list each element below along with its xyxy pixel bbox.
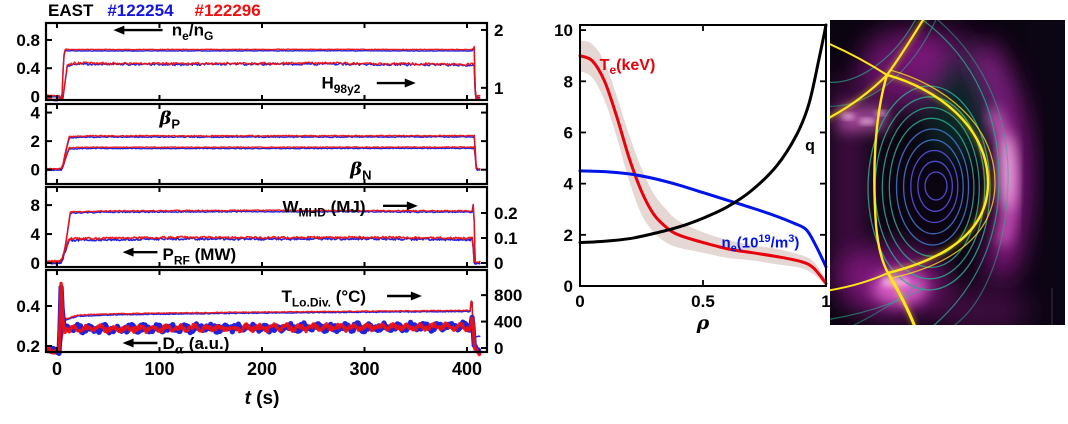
series-beta_N-blue [46,147,481,172]
profiles-chart: 0 2 4 6 8 10 0 0.5 1 Te(keV) q ne(1019/m3) ρ [554,21,831,334]
flux-surface [910,149,959,224]
device-label: EAST [48,1,94,20]
scrape-off-layer-lines [830,20,1009,325]
svg-text:H98y2: H98y2 [321,74,360,96]
svg-text:ne(1019/m3): ne(1019/m3) [721,233,799,255]
series-T_lower_divertor-blue [46,301,481,352]
svg-text:1: 1 [821,292,830,311]
panel-beta: 0 2 4 βP βN [31,102,489,186]
dark-column [1026,20,1065,325]
series-ne_over_nG-red [46,45,481,98]
svg-text:0: 0 [52,359,62,379]
flux-surface [881,106,980,269]
svg-text:ne/nG: ne/nG [172,21,214,43]
svg-text:0.4: 0.4 [16,297,40,316]
series-beta_P-red [46,134,481,170]
svg-text:Te(keV): Te(keV) [600,57,656,77]
svg-text:q: q [805,137,815,154]
shot-number-red: #122296 [194,1,261,20]
svg-text:t (s): t (s) [245,388,280,409]
separatrix [830,20,996,325]
svg-text:1: 1 [494,79,503,98]
svg-text:0.2: 0.2 [16,337,40,356]
series-Te_keV [578,54,828,285]
svg-text:0: 0 [494,339,503,358]
svg-text:8: 8 [564,72,573,91]
panel-density-confinement: 0 0.4 0.8 1 2 ne/nG H98y2 [16,21,503,107]
flux-surface [902,139,964,235]
flux-surface [895,128,970,246]
svg-text:0: 0 [564,277,573,296]
series-H98y2-blue [46,62,481,102]
svg-text:0: 0 [494,254,503,273]
svg-text:400: 400 [494,313,522,332]
figure-header: EAST #122254 #122296 [48,1,261,21]
series-H98y2-red [46,61,481,101]
flux-surface [917,160,954,212]
series-beta_P-blue [46,135,481,172]
svg-text:100: 100 [144,359,174,379]
svg-text:0.1: 0.1 [494,229,518,248]
svg-text:4: 4 [564,175,574,194]
svg-text:ρ: ρ [696,312,710,334]
svg-text:WMHD (MJ): WMHD (MJ) [282,197,365,219]
plasma-camera-image [830,20,1065,325]
svg-text:8: 8 [31,196,40,215]
band-Te_keV [580,40,826,287]
series-q [578,23,828,244]
series-T_lower_divertor-red [46,300,481,352]
svg-text:2: 2 [31,132,40,151]
svg-text:Dα (a.u.): Dα (a.u.) [163,334,230,356]
flux-surface [924,171,948,201]
svg-text:0: 0 [31,254,40,273]
svg-text:βN: βN [349,159,371,183]
series-W_MHD-red [46,203,481,264]
wall-artifact [1051,288,1053,325]
svg-text:0: 0 [575,292,584,311]
svg-text:6: 6 [564,123,573,142]
svg-text:TLo.Div. (°C): TLo.Div. (°C) [281,287,366,309]
svg-text:300: 300 [349,359,379,379]
svg-text:0.5: 0.5 [691,292,715,311]
svg-text:0: 0 [31,161,40,180]
svg-text:0.4: 0.4 [16,59,40,78]
svg-text:2: 2 [494,21,503,40]
svg-text:0.2: 0.2 [494,204,518,223]
series-ne_over_nG-blue [46,47,481,100]
shot-number-blue: #122254 [107,1,174,20]
svg-text:0.8: 0.8 [16,31,40,50]
svg-text:PRF (MW): PRF (MW) [163,245,237,267]
series-beta_N-red [46,146,481,170]
svg-text:10: 10 [554,21,573,40]
series-P_RF-blue [46,237,481,265]
series-W_MHD-blue [46,204,481,265]
svg-text:400: 400 [452,359,482,379]
panel-power-energy: 0 4 8 0 0.1 0.2 WMHD (MJ) PRF (MW) [31,185,518,273]
svg-text:βP: βP [158,108,180,132]
svg-text:800: 800 [494,286,522,305]
flux-surfaces [867,85,991,291]
series-ne_1e19_m3 [578,169,828,269]
series-P_RF-red [46,235,481,264]
svg-text:200: 200 [247,359,277,379]
svg-text:2: 2 [564,226,573,245]
svg-text:0: 0 [31,87,40,106]
series-D_alpha-red [45,281,482,357]
svg-text:4: 4 [31,104,41,123]
svg-text:4: 4 [31,225,41,244]
plasma-glow [832,28,1030,325]
panel-divertor-dalpha: 0 100 200 300 400 0.2 0.4 0 400 800 TLo.Div. (°C) D… [16,268,522,379]
